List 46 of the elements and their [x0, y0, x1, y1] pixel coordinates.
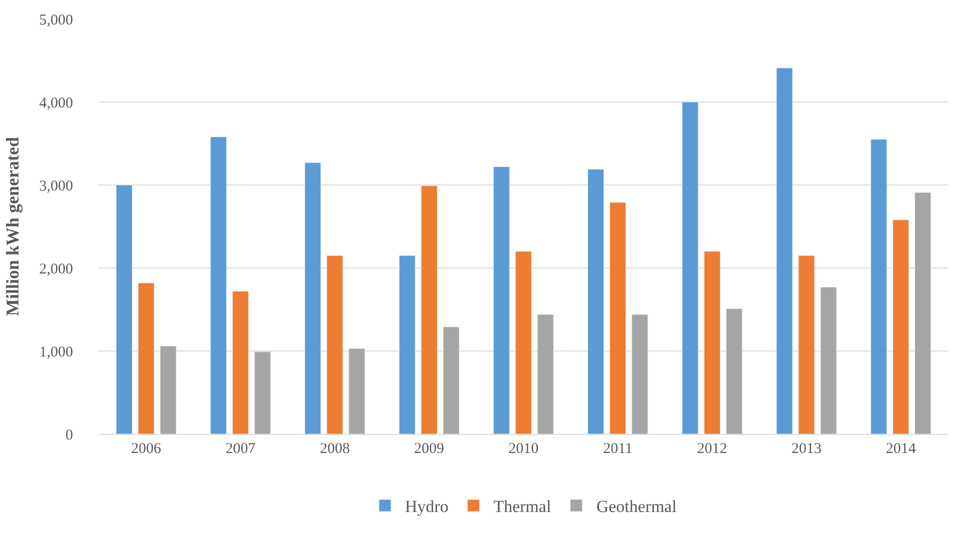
bar	[348, 348, 366, 434]
bar	[537, 314, 554, 434]
bar	[116, 184, 132, 434]
bar	[420, 186, 438, 434]
y-tick-label: 4,000	[39, 95, 73, 112]
x-tick-label: 2010	[508, 441, 538, 457]
bar	[326, 255, 344, 434]
bar	[870, 139, 888, 434]
bar	[493, 166, 510, 434]
bar	[682, 102, 698, 434]
y-tick-label: 2,000	[39, 261, 73, 278]
y-tick-label: 5,000	[39, 12, 73, 28]
x-tick-label: 2013	[792, 441, 822, 457]
legend-label: Geothermal	[596, 497, 677, 516]
x-tick-label: 2007	[226, 441, 256, 457]
bar	[798, 255, 815, 434]
bar	[304, 162, 322, 434]
x-tick-label: 2008	[320, 441, 350, 457]
bar	[138, 282, 154, 434]
bar	[914, 192, 932, 434]
bar	[160, 346, 176, 434]
bar	[820, 286, 837, 434]
x-tick-label: 2012	[697, 441, 728, 457]
x-tick-label: 2014	[886, 441, 916, 457]
bar	[232, 290, 249, 434]
bar	[776, 68, 793, 434]
legend-label: Thermal	[493, 497, 552, 516]
bar	[398, 255, 416, 434]
bar	[704, 251, 720, 434]
y-tick-label: 3,000	[39, 178, 73, 194]
x-tick-label: 2009	[414, 441, 444, 457]
y-axis-title: Million kWh generated	[2, 137, 22, 316]
legend-label: Hydro	[405, 497, 448, 516]
bar	[632, 314, 648, 434]
bar	[588, 168, 604, 434]
bar	[726, 308, 742, 434]
bar	[442, 326, 460, 434]
x-tick-label: 2011	[603, 441, 633, 457]
bar	[892, 220, 910, 434]
bar	[254, 352, 271, 434]
bar	[610, 202, 626, 434]
x-tick-label: 2006	[131, 441, 162, 457]
bar	[515, 251, 532, 434]
y-tick-label: 0	[66, 427, 73, 444]
bar	[210, 136, 227, 434]
y-tick-label: 1,000	[39, 344, 73, 360]
